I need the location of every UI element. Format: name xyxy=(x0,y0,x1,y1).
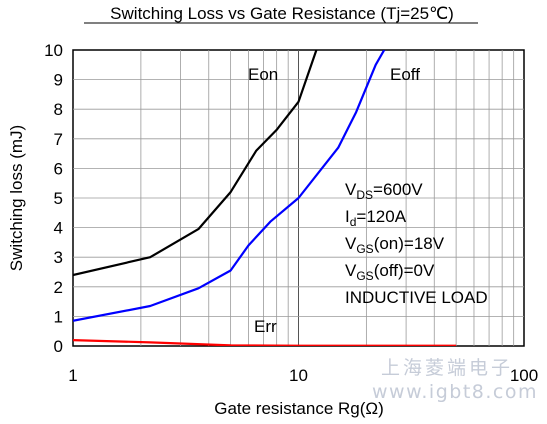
y-axis-label: Switching loss (mJ) xyxy=(7,125,26,271)
y-tick-label: 4 xyxy=(54,219,63,238)
condition-mode: INDUCTIVE LOAD xyxy=(345,288,488,307)
series-line-err xyxy=(73,339,457,346)
y-tick-label: 1 xyxy=(54,307,63,326)
y-tick-label: 2 xyxy=(54,278,63,297)
series-line-eoff xyxy=(73,50,386,322)
condition-id: Id=120A xyxy=(345,207,407,229)
y-tick-label: 5 xyxy=(54,189,63,208)
series-line-eon xyxy=(73,50,318,277)
series-label-eon: Eon xyxy=(248,65,278,84)
watermark-url: www.igbt8.com xyxy=(372,381,538,403)
chart-title: Switching Loss vs Gate Resistance (Tj=25… xyxy=(110,4,454,23)
condition-vgs-off: VGS(off)=0V xyxy=(345,261,435,283)
series-label-err: Err xyxy=(254,317,277,336)
condition-vds: VDS=600V xyxy=(345,180,423,202)
test-conditions: VDS=600V Id=120A VGS(on)=18V VGS(off)=0V… xyxy=(345,180,488,307)
x-tick-label: 10 xyxy=(289,366,308,385)
series-label-eoff: Eoff xyxy=(390,65,420,84)
x-tick-label: 1 xyxy=(68,366,77,385)
y-tick-label: 10 xyxy=(44,41,63,60)
y-tick-label: 3 xyxy=(54,248,63,267)
x-tick-labels: 1 10 100 xyxy=(68,366,538,385)
y-tick-label: 0 xyxy=(54,337,63,356)
y-tick-label: 9 xyxy=(54,71,63,90)
y-tick-label: 7 xyxy=(54,130,63,149)
x-axis-label: Gate resistance Rg(Ω) xyxy=(214,399,384,418)
y-tick-label: 8 xyxy=(54,100,63,119)
condition-vgs-on: VGS(on)=18V xyxy=(345,234,445,256)
series-layer xyxy=(73,50,457,346)
y-tick-labels: 0 1 2 3 4 5 6 7 8 9 10 xyxy=(44,41,63,356)
watermark-text: 上海菱端电子 xyxy=(381,357,513,379)
y-tick-label: 6 xyxy=(54,159,63,178)
x-tick-label: 100 xyxy=(510,366,538,385)
